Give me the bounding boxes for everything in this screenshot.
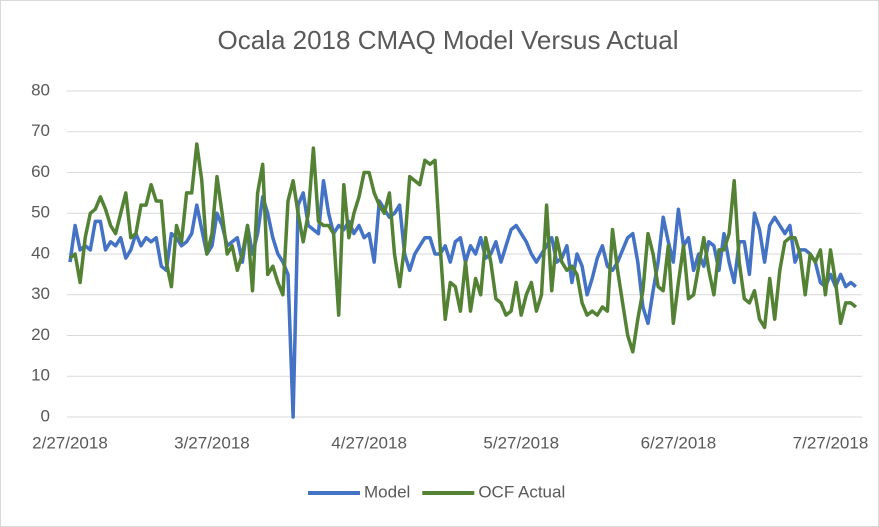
y-tick-label: 60 [31,162,50,181]
y-tick-label: 40 [31,243,50,262]
x-tick-label: 2/27/2018 [32,433,108,452]
x-tick-label: 7/27/2018 [793,433,869,452]
x-tick-label: 6/27/2018 [641,433,717,452]
y-tick-label: 70 [31,121,50,140]
data-line [68,178,857,419]
data-line [68,142,857,354]
y-tick-label: 20 [31,325,50,344]
y-tick-label: 30 [31,284,50,303]
legend-label: Model [364,482,410,501]
y-tick-label: 0 [41,406,50,425]
x-tick-label: 4/27/2018 [331,433,407,452]
y-tick-label: 80 [31,80,50,99]
x-tick-label: 5/27/2018 [483,433,559,452]
chart-title: Ocala 2018 CMAQ Model Versus Actual [217,25,678,55]
x-tick-label: 3/27/2018 [174,433,250,452]
legend-label: OCF Actual [478,482,565,501]
y-tick-label: 10 [31,366,50,385]
y-tick-label: 50 [31,203,50,222]
